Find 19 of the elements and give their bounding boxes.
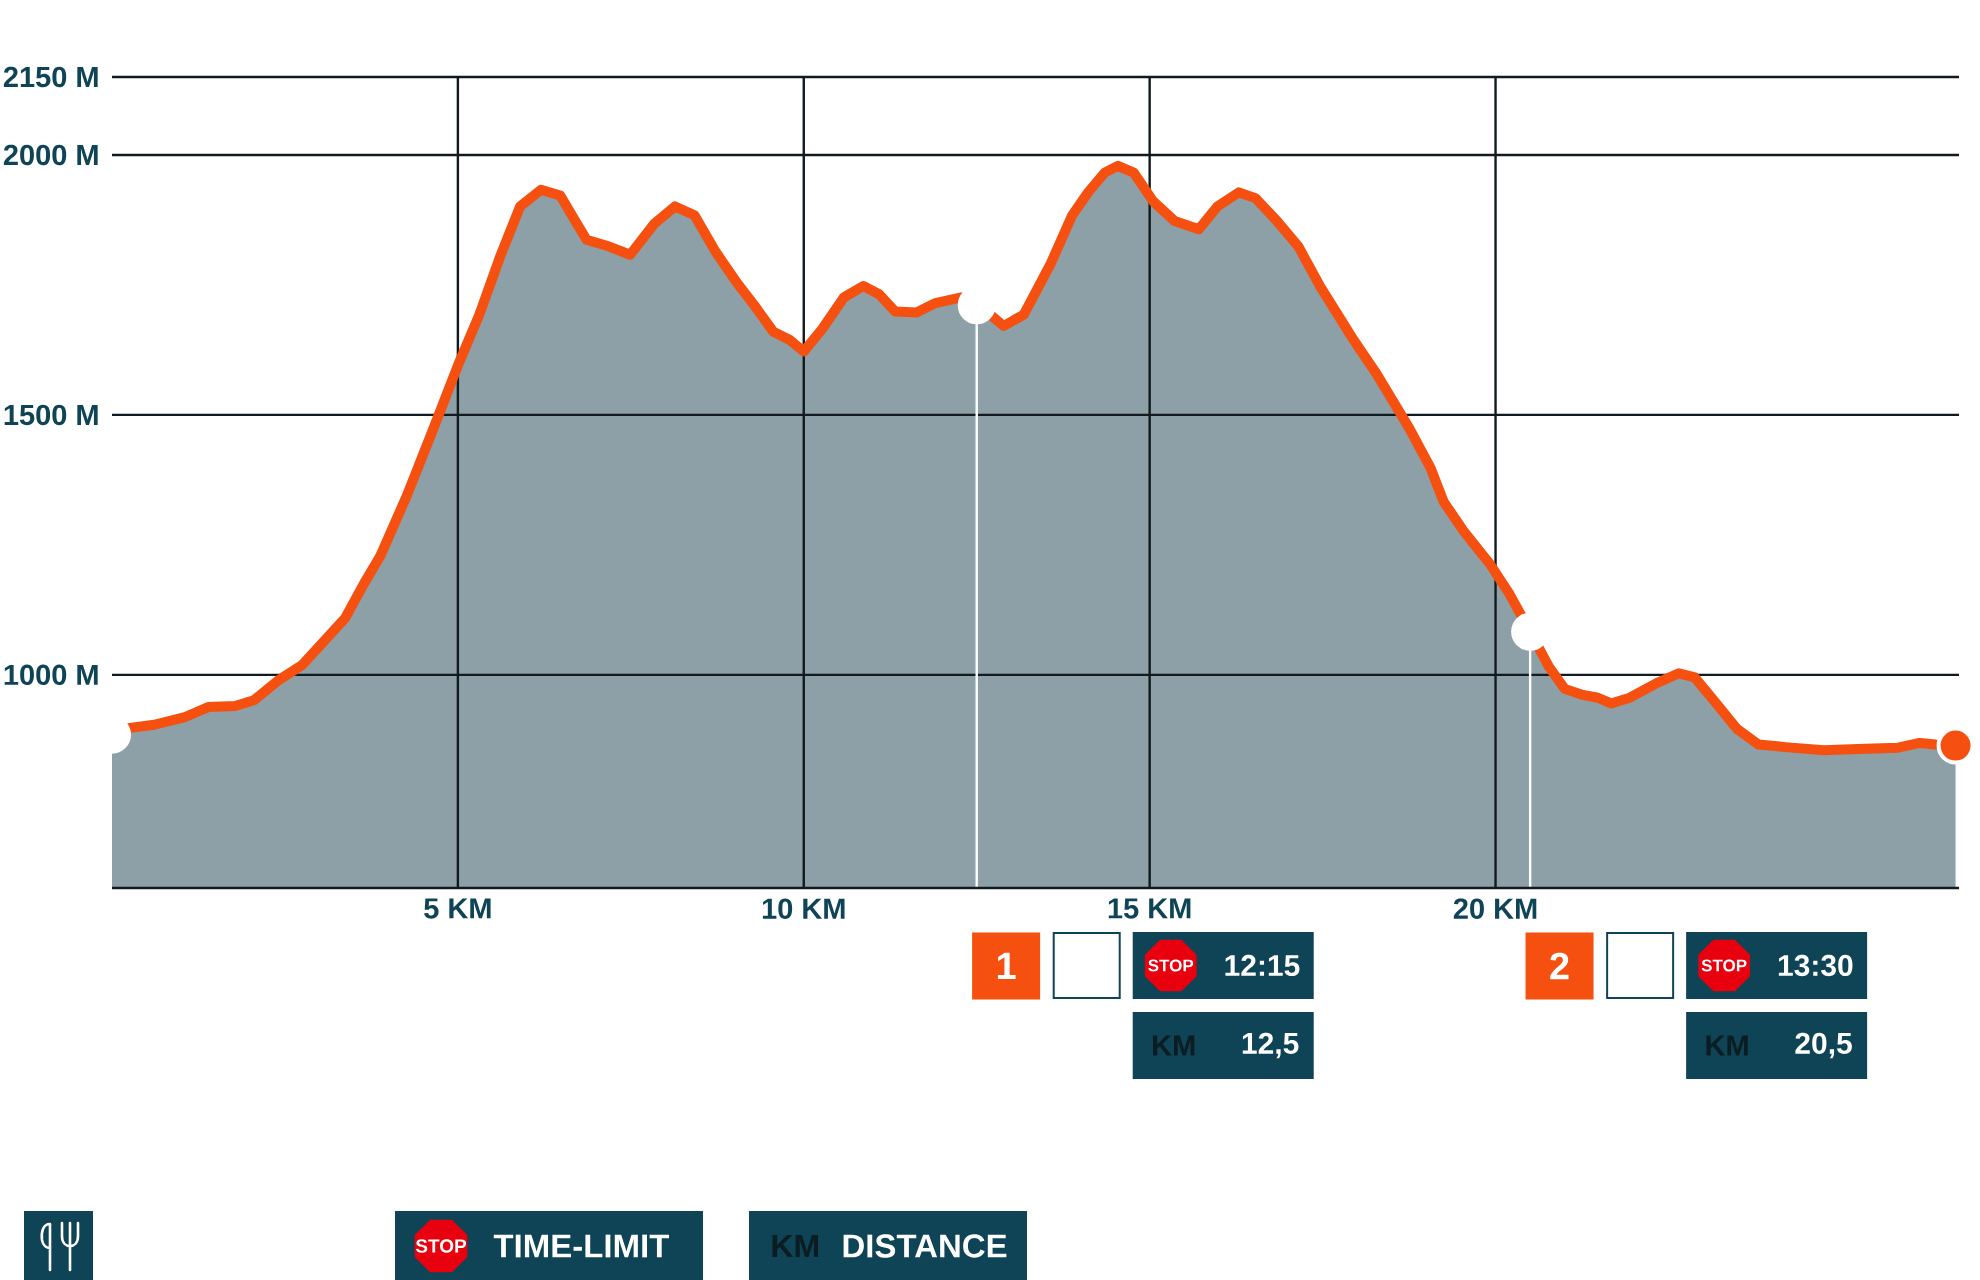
text: 20,5 <box>1795 1032 1852 1059</box>
x-tick-label: 20 KM <box>1453 898 1537 919</box>
text: STOP <box>1148 959 1194 972</box>
y-tick-label: 1500 M <box>4 404 98 426</box>
x-tick-label: 5 KM <box>424 898 491 919</box>
x-tick-label: 15 KM <box>1108 898 1191 919</box>
text: 12:15 <box>1225 954 1300 977</box>
text: TIME-LIMIT <box>493 1234 670 1258</box>
y-tick-label: 2000 M <box>3 144 98 166</box>
text: STOP <box>1701 959 1747 972</box>
y-tick-label: 2150 M <box>3 66 98 88</box>
text: 1 <box>997 952 1016 979</box>
text: STOP <box>415 1239 467 1253</box>
y-tick-label: 1000 M <box>4 664 98 686</box>
text: DISTANCE <box>843 1234 1007 1258</box>
text: 12,5 <box>1242 1032 1299 1059</box>
x-tick-label: 10 KM <box>762 898 845 919</box>
text: 2 <box>1550 952 1569 980</box>
text: 13:30 <box>1778 954 1853 977</box>
